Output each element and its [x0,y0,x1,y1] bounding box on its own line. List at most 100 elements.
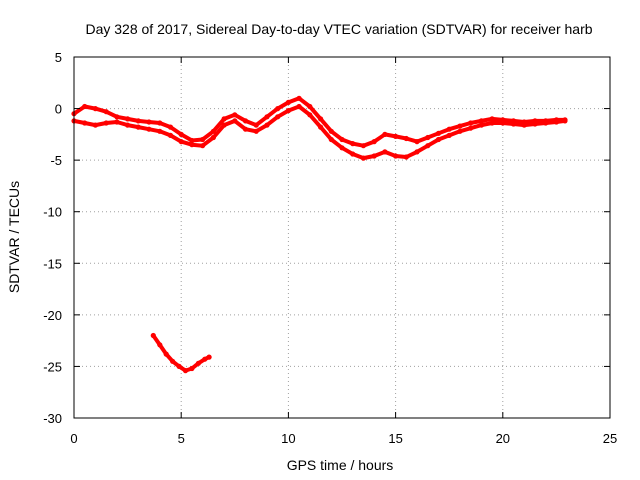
grid-lines [74,57,610,418]
data-point [328,136,334,143]
axes: 0 5 10 15 20 25 5 0 -5 -10 -15 -20 -25 -30 [43,50,617,446]
data-point [182,368,189,374]
data-point [393,133,399,139]
y-tick-label: -15 [43,256,62,271]
chart-title: Day 328 of 2017, Sidereal Day-to-day VTE… [85,21,592,37]
data-point [382,131,388,137]
data-point [296,95,302,101]
data-point [157,128,163,134]
data-point [393,153,399,159]
data-point [360,155,366,161]
data-point [339,136,345,143]
data-point [553,119,560,125]
data-point [114,114,120,120]
data-point [189,142,195,148]
data-point [435,136,442,143]
data-point [468,125,474,131]
y-tick-label: -30 [43,411,62,426]
data-point [146,126,152,132]
data-point [307,112,313,118]
data-point [125,122,131,128]
data-point [457,128,463,134]
data-point [285,108,291,114]
y-tick-label: -5 [50,153,62,168]
data-point [543,120,549,126]
data-point [150,332,156,339]
data-point [210,128,216,134]
x-tick-label: 5 [178,431,185,446]
y-axis-label: SDTVAR / TECUs [6,181,22,293]
data-point [478,122,484,128]
x-tick-label: 25 [603,431,617,446]
x-axis-label: GPS time / hours [287,457,394,473]
data-point [264,122,270,128]
series-line-isolated-arc [151,333,212,373]
data-point [457,123,463,129]
data-point [414,139,420,145]
y-tick-label: -25 [43,359,62,374]
data-point [178,139,184,145]
data-point [189,137,195,144]
data-point [285,99,291,105]
data-point [371,153,377,159]
data-point [176,363,182,369]
data-point [103,120,109,126]
data-point [275,114,281,120]
data-point [125,116,131,122]
data-point [307,103,313,110]
data-point [371,139,377,145]
data-point [221,122,227,128]
data-point [92,106,98,112]
data-point [167,132,174,138]
data-point [275,106,281,112]
data-point [178,131,184,137]
data-point [350,141,356,147]
data-point [403,154,409,160]
data-point [414,149,420,155]
data-point [189,365,195,372]
data-point [242,126,249,132]
data-point [157,342,163,348]
data-point [206,354,212,360]
data-point [521,122,527,128]
data-point [350,151,356,157]
x-tick-label: 20 [496,431,510,446]
x-tick-label: 10 [281,431,295,446]
data-point [242,118,249,124]
data-point [200,136,206,143]
data-point [510,121,517,127]
y-tick-label: 5 [55,50,62,65]
data-point [167,124,174,130]
data-point [114,119,120,125]
data-point [103,109,109,115]
data-point [232,118,238,124]
data-point [92,122,98,128]
data-point [489,120,495,126]
data-point [403,135,409,142]
data-point [328,128,334,134]
y-tick-label: 0 [55,102,62,117]
data-layer [71,95,568,374]
y-tick-label: -20 [43,308,62,323]
data-point [170,358,176,364]
data-point [489,116,495,122]
x-tick-label: 0 [70,431,77,446]
x-tick-label: 15 [388,431,402,446]
data-point [425,143,431,149]
data-point [253,128,259,134]
data-point [318,124,324,130]
data-point [446,132,452,138]
data-point [478,118,484,124]
data-point [163,351,169,357]
data-point [202,356,208,362]
data-point [500,120,506,126]
data-point [221,116,227,122]
data-point [562,118,568,124]
data-point [253,122,259,128]
data-point [210,134,216,141]
data-point [157,120,163,126]
data-point [435,130,442,136]
data-point [339,145,345,151]
data-point [446,126,452,132]
